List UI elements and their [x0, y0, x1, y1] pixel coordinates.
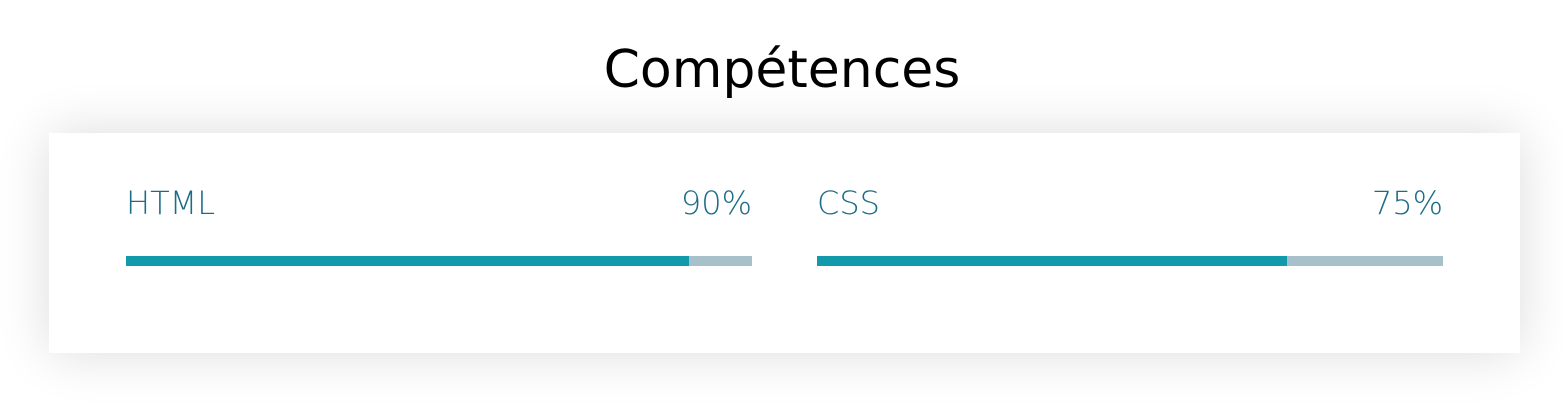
skill-header: HTML 90% — [126, 181, 752, 225]
skill-percent: 90% — [680, 184, 752, 222]
skill-progress-fill — [817, 256, 1287, 266]
skill-header: CSS 75% — [817, 181, 1443, 225]
skill-progress-fill — [126, 256, 690, 266]
skill-name: HTML — [126, 184, 216, 222]
section-title: Compétences — [603, 40, 961, 100]
skill-name: CSS — [817, 184, 880, 222]
skill-progress-track — [817, 256, 1443, 266]
skill-html: HTML 90% — [126, 181, 752, 266]
skills-card: HTML 90% CSS 75% — [49, 133, 1520, 353]
skill-progress-track — [126, 256, 752, 266]
skill-css: CSS 75% — [817, 181, 1443, 266]
skill-percent: 75% — [1371, 184, 1443, 222]
